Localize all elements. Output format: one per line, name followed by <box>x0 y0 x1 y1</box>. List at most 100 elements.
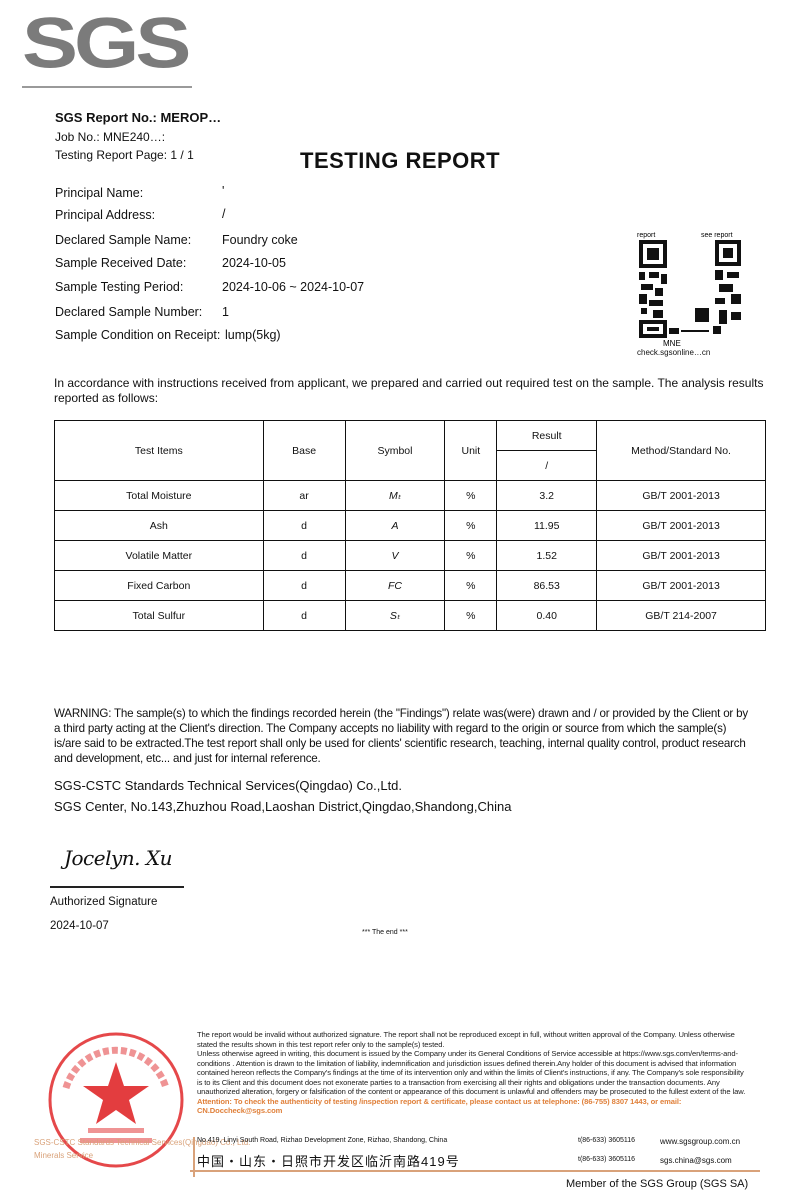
cell-result: 1.52 <box>496 540 598 571</box>
cell-symbol: FC <box>344 570 446 601</box>
field-value: 2024-10-05 <box>222 256 286 270</box>
report-number: SGS Report No.: MEROP… <box>55 110 221 125</box>
cell-symbol: A <box>344 510 446 541</box>
field-label: Sample Condition on Receipt: <box>55 328 221 342</box>
cell-method: GB/T 2001-2013 <box>596 510 766 541</box>
cell-result: 3.2 <box>496 480 598 511</box>
cell-unit: % <box>444 510 498 541</box>
cell-symbol: V <box>344 540 446 571</box>
field-value: / <box>222 207 226 221</box>
field-value: 2024-10-06 ~ 2024-10-07 <box>222 280 365 294</box>
field-label: Declared Sample Name: <box>55 233 192 247</box>
header-base: Base <box>262 420 346 481</box>
header-unit: Unit <box>444 420 498 481</box>
company-name: SGS-CSTC Standards Technical Services(Qi… <box>54 778 403 793</box>
cell-unit: % <box>444 540 498 571</box>
signature-line <box>50 886 184 888</box>
cell-item: Total Moisture <box>54 480 264 511</box>
signature-label: Authorized Signature <box>50 896 158 908</box>
qr-code-icon: report see report MNE <box>637 232 741 348</box>
footer-divider <box>190 1170 760 1172</box>
field-value: Foundry coke <box>222 233 298 247</box>
cell-method: GB/T 2001-2013 <box>596 480 766 511</box>
report-page: Testing Report Page: 1 / 1 <box>55 148 194 162</box>
header-symbol: Symbol <box>344 420 446 481</box>
intro-text: In accordance with instructions received… <box>54 376 764 405</box>
table-row: Total Moisture ar Mₜ % 3.2 GB/T 2001-201… <box>54 480 766 511</box>
fine-print-1: The report would be invalid without auth… <box>197 1030 735 1049</box>
terms-link[interactable]: https://www.sgs.com/en/terms-and-conditi… <box>197 1049 738 1068</box>
authenticity-notice: Attention: To check the authenticity of … <box>197 1096 682 1116</box>
cell-item: Ash <box>54 510 264 541</box>
handwritten-signature: Jocelyn. Xu <box>64 846 173 870</box>
header-result-sample: / <box>496 450 598 481</box>
field-value: ' <box>222 184 225 198</box>
cell-method: GB/T 214-2007 <box>596 600 766 631</box>
header-result: Result <box>496 420 598 451</box>
field-label: Declared Sample Number: <box>55 305 203 319</box>
field-label: Sample Received Date: <box>55 256 187 270</box>
cell-unit: % <box>444 480 498 511</box>
cell-result: 11.95 <box>496 510 598 541</box>
footer-email[interactable]: sgs.china@sgs.com <box>660 1156 732 1165</box>
footer-address-en: No.419, Linyi South Road, Rizhao Develop… <box>197 1137 448 1144</box>
qr-codes: report see report MNE <box>635 228 745 348</box>
cell-method: GB/T 2001-2013 <box>596 540 766 571</box>
footer-telephone: t(86-633) 3605116 <box>578 1156 636 1163</box>
report-number-value: MEROP… <box>160 110 222 125</box>
field-label: Principal Name: <box>55 186 144 200</box>
cell-method: GB/T 2001-2013 <box>596 570 766 601</box>
footer-address-cn: 中国・山东・日照市开发区临沂南路419号 <box>197 1154 460 1169</box>
field-value: 1 <box>222 305 229 319</box>
cell-base: d <box>262 540 346 571</box>
header-method: Method/Standard No. <box>596 420 766 481</box>
cell-result: 0.40 <box>496 600 598 631</box>
results-table: Test Items Base Symbol Unit Result Metho… <box>54 420 766 631</box>
cell-item: Volatile Matter <box>54 540 264 571</box>
job-number: Job No.: MNE240…: <box>55 130 166 144</box>
page-title: TESTING REPORT <box>300 148 501 173</box>
cell-symbol: Mₜ <box>344 480 446 511</box>
qr-caption-bottom: check.sgsonline…cn <box>637 348 711 357</box>
sgs-logo: SGS <box>22 2 191 83</box>
footer-vertical-divider <box>193 1137 195 1177</box>
seal-caption-2: Minerals Service <box>34 1151 94 1160</box>
logo-underline <box>22 86 192 88</box>
fine-print-2: Unless otherwise agreed in writing, this… <box>197 1049 623 1058</box>
cell-base: d <box>262 600 346 631</box>
warning-text: WARNING: The sample(s) to which the find… <box>54 707 748 765</box>
cell-unit: % <box>444 570 498 601</box>
cell-symbol: Sₜ <box>344 600 446 631</box>
member-of-sgs: Member of the SGS Group (SGS SA) <box>566 1178 749 1190</box>
table-row: Volatile Matter d V % 1.52 GB/T 2001-201… <box>54 540 766 571</box>
cell-result: 86.53 <box>496 570 598 601</box>
table-header-subrow: / <box>55 450 766 481</box>
fine-print-3: . Attention is drawn to the limitation o… <box>197 1058 746 1097</box>
cell-item: Total Sulfur <box>54 600 264 631</box>
qr-caption-left: report <box>637 232 655 239</box>
header-test-items: Test Items <box>54 420 264 481</box>
cell-unit: % <box>444 600 498 631</box>
field-value: lump(5kg) <box>225 328 281 342</box>
field-label: Principal Address: <box>55 208 156 222</box>
legal-fine-print: The report would be invalid without auth… <box>197 1030 747 1116</box>
qr-caption-right: see report <box>701 232 733 239</box>
table-header-row: Test Items Base Symbol Unit Result Metho… <box>54 420 766 481</box>
seal-caption: SGS-CSTC Standards Technical Services(Qi… <box>34 1138 251 1147</box>
cell-base: d <box>262 570 346 601</box>
footer-website[interactable]: www.sgsgroup.com.cn <box>660 1137 741 1146</box>
report-number-label: SGS Report No.: <box>55 110 157 125</box>
field-label: Sample Testing Period: <box>55 280 184 294</box>
company-address: SGS Center, No.143,Zhuzhou Road,Laoshan … <box>54 799 512 814</box>
end-marker: *** The end *** <box>362 929 408 936</box>
table-row: Ash d A % 11.95 GB/T 2001-2013 <box>54 510 766 541</box>
footer-telephone: t(86-633) 3605116 <box>578 1137 636 1144</box>
table-row: Fixed Carbon d FC % 86.53 GB/T 2001-2013 <box>54 570 766 601</box>
cell-base: d <box>262 510 346 541</box>
cell-base: ar <box>262 480 346 511</box>
signature-date: 2024-10-07 <box>50 920 109 932</box>
company-seal <box>48 1032 184 1168</box>
cell-item: Fixed Carbon <box>54 570 264 601</box>
qr-caption-mid: MNE <box>663 339 681 348</box>
table-row: Total Sulfur d Sₜ % 0.40 GB/T 214-2007 <box>54 600 766 631</box>
